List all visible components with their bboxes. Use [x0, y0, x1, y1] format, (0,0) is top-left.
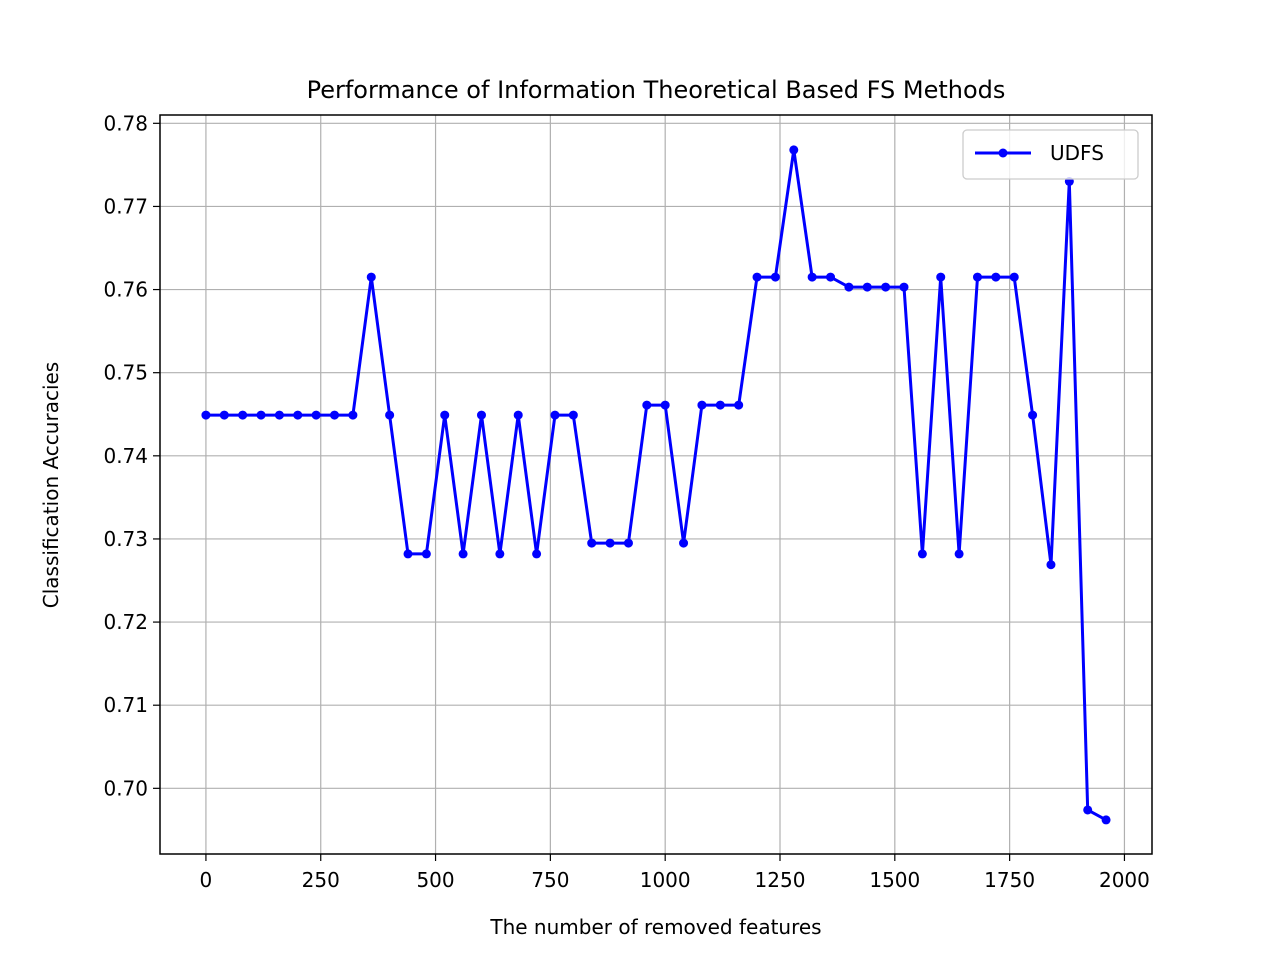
data-point — [936, 272, 946, 282]
data-point — [458, 549, 468, 559]
axis-ticks: 0 250 500 750 1000 1250 1500 1750 2000 0.70 0.71 0.… — [103, 111, 1149, 892]
data-point — [256, 410, 266, 420]
data-point — [862, 282, 872, 292]
x-axis-label: The number of removed features — [489, 915, 821, 939]
data-point — [311, 410, 321, 420]
data-point — [330, 410, 340, 420]
data-point — [219, 410, 229, 420]
series-line-udfs — [205, 148, 1107, 822]
data-point — [844, 282, 854, 292]
data-point — [421, 549, 431, 559]
y-tick-label: 0.70 — [103, 776, 148, 800]
x-tick-label: 0 — [200, 868, 213, 892]
x-tick-label: 500 — [416, 868, 454, 892]
data-point — [734, 400, 744, 410]
data-point — [238, 410, 248, 420]
data-point — [587, 538, 597, 548]
series-layer — [201, 145, 1111, 825]
data-point — [623, 538, 633, 548]
y-axis-label: Classification Accuracies — [39, 362, 63, 608]
x-tick-label: 1000 — [640, 868, 691, 892]
data-point — [954, 549, 964, 559]
data-point — [642, 400, 652, 410]
y-tick-label: 0.77 — [103, 194, 148, 218]
data-point — [789, 145, 799, 155]
x-tick-label: 2000 — [1099, 868, 1150, 892]
data-point — [826, 272, 836, 282]
data-point — [899, 282, 909, 292]
data-point — [1083, 805, 1093, 815]
y-tick-label: 0.76 — [103, 278, 148, 302]
data-point — [495, 549, 505, 559]
y-tick-label: 0.78 — [103, 111, 148, 135]
data-point — [881, 282, 891, 292]
x-tick-label: 1250 — [755, 868, 806, 892]
data-point — [807, 272, 817, 282]
data-point — [1101, 815, 1111, 825]
chart-title: Performance of Information Theoretical B… — [307, 76, 1006, 104]
data-point — [715, 400, 725, 410]
legend: UDFS — [962, 129, 1139, 180]
data-point — [770, 272, 780, 282]
data-point — [660, 400, 670, 410]
data-point — [568, 410, 578, 420]
data-point — [385, 410, 395, 420]
data-point — [293, 410, 303, 420]
data-point — [532, 549, 542, 559]
data-point — [201, 410, 211, 420]
y-tick-label: 0.73 — [103, 527, 148, 551]
legend-box — [962, 129, 1139, 180]
x-tick-label: 250 — [302, 868, 340, 892]
data-point — [605, 538, 615, 548]
y-tick-label: 0.72 — [103, 610, 148, 634]
data-point — [972, 272, 982, 282]
y-tick-label: 0.74 — [103, 444, 148, 468]
x-tick-label: 1500 — [869, 868, 920, 892]
data-point — [476, 410, 486, 420]
data-point — [752, 272, 762, 282]
data-point — [440, 410, 450, 420]
data-point — [1009, 272, 1019, 282]
x-tick-label: 1750 — [984, 868, 1035, 892]
data-point — [697, 400, 707, 410]
grid-lines — [160, 115, 1152, 854]
data-point — [348, 410, 358, 420]
data-point — [1046, 560, 1056, 570]
data-point — [366, 272, 376, 282]
plot-frame — [159, 114, 1153, 855]
data-point — [917, 549, 927, 559]
y-tick-label: 0.71 — [103, 693, 148, 717]
data-point — [1028, 410, 1038, 420]
data-point — [550, 410, 560, 420]
y-tick-label: 0.75 — [103, 361, 148, 385]
data-point — [513, 410, 523, 420]
legend-label-udfs: UDFS — [1050, 141, 1104, 165]
data-point — [991, 272, 1001, 282]
data-point — [403, 549, 413, 559]
legend-marker-udfs — [998, 148, 1008, 158]
data-point — [274, 410, 284, 420]
x-tick-label: 750 — [531, 868, 569, 892]
data-point — [679, 538, 689, 548]
